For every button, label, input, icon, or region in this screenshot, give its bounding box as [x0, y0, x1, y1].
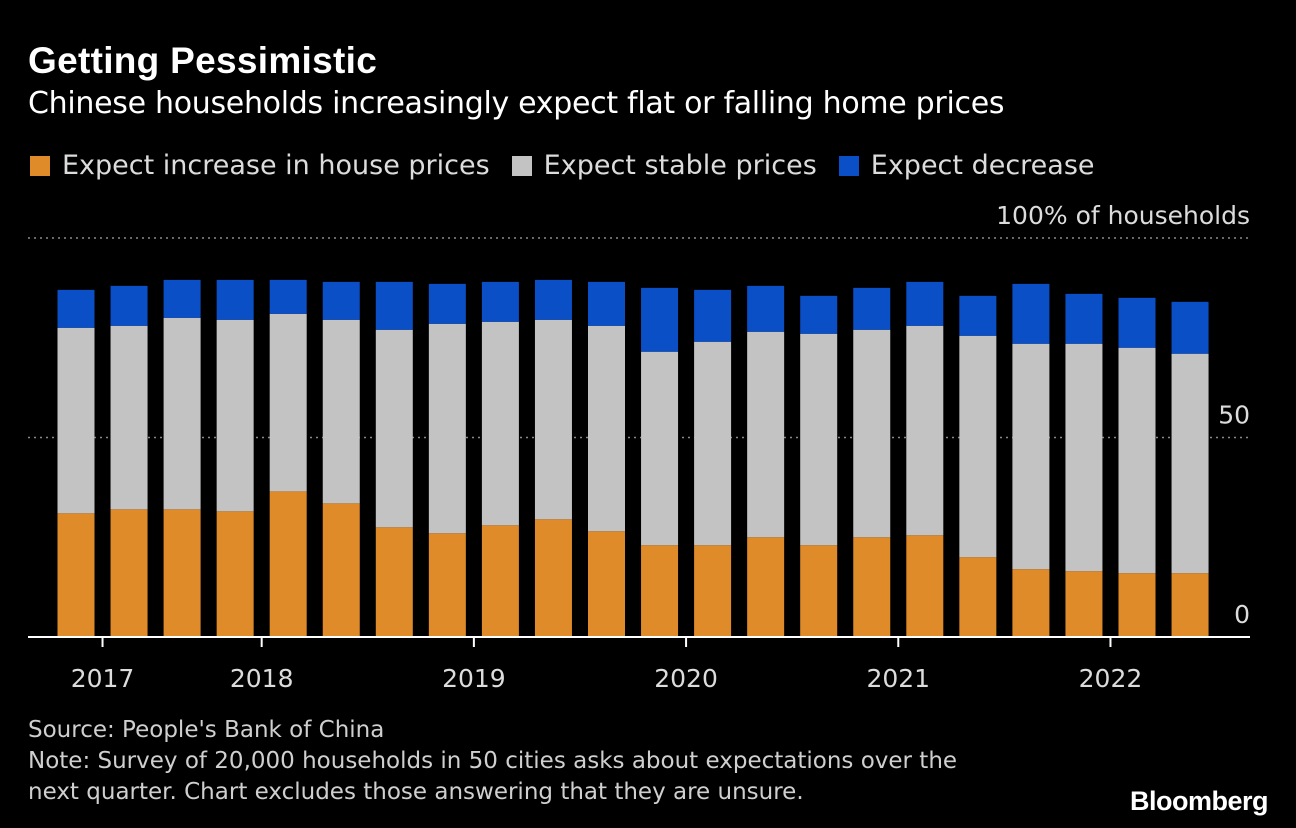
bar-increase-14: [747, 537, 785, 637]
bar-increase-20: [1065, 571, 1103, 637]
bar-increase-17: [906, 535, 944, 637]
legend-item-increase: Expect increase in house prices: [30, 150, 490, 181]
bar-increase-18: [959, 557, 997, 637]
x-tick-label-2018: 2018: [230, 664, 294, 693]
bar-stable-11: [588, 325, 625, 532]
bar-decrease-8: [428, 283, 466, 324]
legend-label-decrease: Expect decrease: [870, 150, 1095, 181]
bar-decrease-15: [800, 295, 838, 334]
bar-decrease-11: [588, 281, 625, 326]
bar-decrease-7: [375, 281, 413, 330]
legend: Expect increase in house prices Expect s…: [30, 150, 1117, 181]
bar-increase-16: [853, 537, 891, 637]
bar-increase-13: [694, 545, 732, 637]
bar-increase-7: [375, 527, 413, 637]
bar-decrease-21: [1118, 297, 1156, 348]
bar-stable-19: [1012, 343, 1050, 570]
y-tick-label-0: 0: [1234, 600, 1250, 629]
bar-stable-16: [853, 329, 891, 538]
bar-increase-11: [588, 531, 625, 637]
bar-decrease-19: [1012, 283, 1050, 344]
bar-increase-22: [1171, 573, 1209, 637]
bar-increase-21: [1118, 573, 1156, 637]
bar-increase-19: [1012, 569, 1050, 637]
x-tick-label-2020: 2020: [654, 664, 718, 693]
bar-decrease-13: [694, 289, 732, 342]
bar-decrease-6: [322, 281, 360, 320]
bar-stable-22: [1171, 353, 1209, 574]
bar-decrease-9: [481, 281, 519, 322]
bar-stable-4: [216, 319, 254, 512]
bar-increase-9: [481, 525, 519, 637]
bar-increase-1: [57, 513, 95, 637]
bar-decrease-16: [853, 287, 891, 330]
bar-stable-6: [322, 319, 360, 504]
bar-stable-18: [959, 335, 997, 558]
bar-stable-10: [534, 319, 572, 520]
chart-title: Getting Pessimistic: [28, 40, 378, 81]
legend-label-increase: Expect increase in house prices: [62, 150, 490, 181]
y-tick-label-50: 50: [1218, 401, 1250, 430]
bar-decrease-18: [959, 295, 997, 336]
bar-stable-1: [57, 327, 95, 514]
x-tick-label-2017: 2017: [71, 664, 135, 693]
x-tick-label-2019: 2019: [442, 664, 506, 693]
bar-stable-21: [1118, 347, 1156, 574]
legend-swatch-stable: [511, 155, 532, 176]
legend-label-stable: Expect stable prices: [543, 150, 817, 181]
bar-stable-17: [906, 325, 944, 536]
bar-stable-20: [1065, 343, 1103, 572]
bar-decrease-10: [534, 279, 572, 320]
bar-decrease-5: [269, 279, 307, 314]
note-line-1: Note: Survey of 20,000 households in 50 …: [28, 748, 958, 774]
bar-decrease-20: [1065, 293, 1103, 344]
bar-stable-13: [694, 341, 732, 546]
bloomberg-logo: Bloomberg: [1129, 786, 1269, 816]
bar-decrease-1: [57, 289, 95, 328]
bar-stable-14: [747, 331, 785, 538]
bar-decrease-17: [906, 281, 944, 326]
x-tick-label-2022: 2022: [1079, 664, 1143, 693]
bar-increase-8: [428, 533, 466, 637]
bar-stable-2: [110, 325, 148, 510]
legend-item-decrease: Expect decrease: [838, 150, 1095, 181]
bar-increase-2: [110, 509, 148, 637]
bar-decrease-22: [1171, 301, 1209, 354]
bar-decrease-12: [641, 287, 679, 352]
bar-increase-12: [641, 545, 679, 637]
bar-stable-3: [163, 317, 201, 510]
source-line: Source: People's Bank of China: [28, 717, 385, 743]
legend-swatch-increase: [30, 155, 50, 176]
x-tick-label-2021: 2021: [866, 664, 930, 693]
y-tick-label-100: 100% of households: [996, 201, 1250, 230]
bar-increase-5: [269, 491, 307, 637]
bar-increase-6: [322, 503, 360, 637]
bar-increase-10: [534, 519, 572, 637]
bar-stable-5: [269, 313, 307, 492]
bar-decrease-3: [163, 279, 201, 318]
bar-increase-3: [163, 509, 201, 637]
note-line-2: next quarter. Chart excludes those answe…: [28, 779, 804, 805]
bar-increase-4: [216, 511, 254, 637]
bar-stable-8: [428, 323, 466, 534]
bar-decrease-4: [216, 279, 254, 320]
bar-stable-9: [481, 321, 519, 526]
bar-decrease-2: [110, 285, 148, 326]
bar-stable-15: [800, 333, 838, 546]
legend-swatch-decrease: [838, 155, 859, 176]
bar-stable-12: [641, 351, 679, 546]
bar-stable-7: [375, 329, 413, 528]
bar-increase-15: [800, 545, 838, 637]
chart-subtitle: Chinese households increasingly expect f…: [28, 86, 1005, 121]
source-note: Source: People's Bank of China Note: Sur…: [28, 715, 957, 808]
legend-item-stable: Expect stable prices: [511, 150, 817, 181]
bar-decrease-14: [747, 285, 785, 332]
